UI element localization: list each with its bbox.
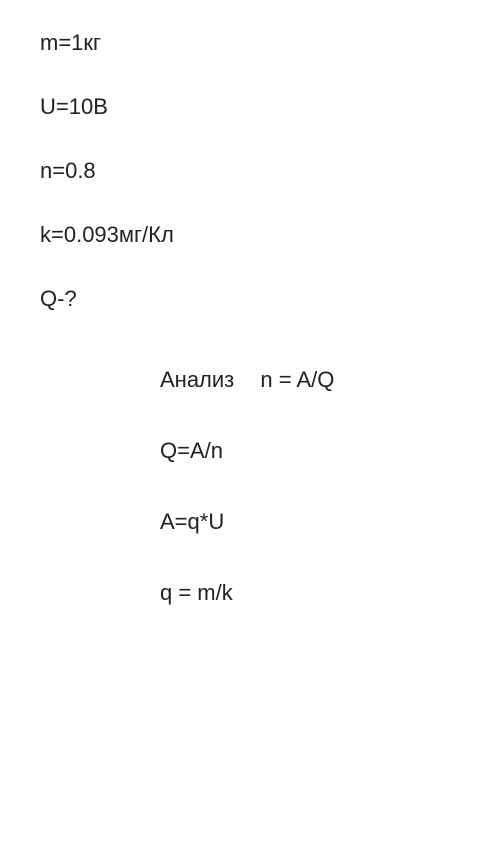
equation-efficiency: n = A/Q — [260, 367, 334, 392]
given-efficiency: n=0.8 — [40, 158, 460, 184]
equation-charge: q = m/k — [40, 580, 460, 606]
equation-work: A=q*U — [40, 509, 460, 535]
analysis-section: Анализ n = A/Q Q=A/n A=q*U q = m/k — [40, 367, 460, 606]
question: Q-? — [40, 286, 460, 312]
given-voltage: U=10В — [40, 94, 460, 120]
equation-heat: Q=A/n — [40, 438, 460, 464]
given-coefficient: k=0.093мг/Кл — [40, 222, 460, 248]
given-section: m=1кг U=10В n=0.8 k=0.093мг/Кл Q-? — [40, 30, 460, 312]
given-mass: m=1кг — [40, 30, 460, 56]
analysis-label: Анализ — [160, 367, 234, 392]
analysis-line-1: Анализ n = A/Q — [40, 367, 460, 393]
